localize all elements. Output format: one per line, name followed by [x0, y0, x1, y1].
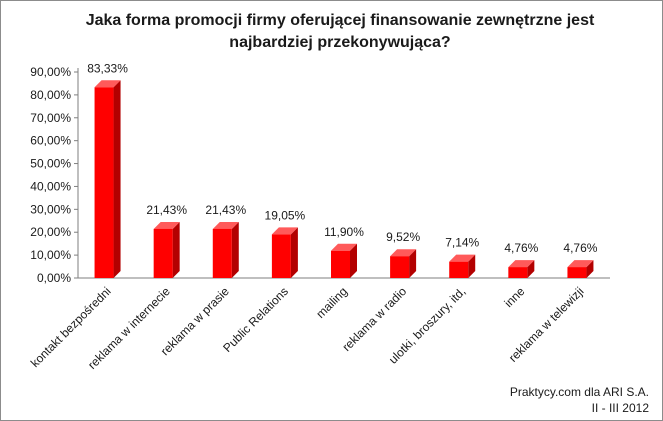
y-tick-label: 0,00% [37, 271, 71, 285]
y-tick-label: 30,00% [30, 202, 71, 216]
bar-side [113, 80, 121, 278]
source-note: Praktycy.com dla ARI S.A. II - III 2012 [510, 384, 649, 416]
bar-top [508, 260, 535, 268]
source-line-1: Praktycy.com dla ARI S.A. [509, 385, 649, 399]
bar [508, 267, 528, 278]
bar [567, 267, 587, 278]
bar-top [271, 227, 298, 235]
bar-top [567, 260, 594, 268]
data-label: 4,76% [504, 241, 538, 255]
bar-side [290, 227, 298, 278]
data-label: 9,52% [386, 230, 420, 244]
bar-top [331, 243, 357, 251]
bar [331, 250, 350, 278]
y-tick-label: 80,00% [30, 88, 71, 102]
data-label: 11,90% [324, 225, 364, 239]
data-label: 4,76% [563, 241, 597, 255]
bar [212, 228, 232, 278]
bar-side [409, 249, 417, 278]
source-line-2: II - III 2012 [591, 401, 649, 415]
bar-side [527, 260, 535, 278]
data-label: 21,43% [205, 203, 246, 217]
y-tick-label: 10,00% [30, 248, 71, 262]
bar [449, 261, 469, 278]
y-tick-label: 90,00% [30, 65, 71, 79]
bar [271, 234, 291, 278]
category-label: inne [502, 284, 528, 310]
bar-side [231, 221, 239, 278]
bar [94, 87, 114, 278]
bar-side [586, 260, 594, 278]
y-tick-label: 50,00% [30, 157, 71, 171]
bar-top [153, 221, 180, 229]
y-tick-label: 20,00% [30, 225, 71, 239]
bar-top [94, 80, 121, 88]
bar-side [350, 243, 357, 278]
data-label: 7,14% [445, 236, 479, 250]
bar-top [390, 249, 417, 257]
chart-title-line-1: Jaka forma promocji firmy oferującej fin… [85, 12, 595, 29]
chart-title: Jaka forma promocji firmy oferującej fin… [60, 10, 620, 54]
data-label: 83,33% [87, 61, 128, 75]
bar [390, 256, 410, 278]
bar-top [449, 254, 476, 262]
data-label: 19,05% [265, 208, 306, 222]
y-tick-label: 60,00% [30, 134, 71, 148]
bar-side [172, 221, 180, 278]
bar-top [212, 221, 239, 229]
bar-side [468, 254, 476, 278]
y-tick-label: 70,00% [30, 111, 71, 125]
category-label: mailing [313, 284, 350, 321]
data-label: 21,43% [146, 203, 187, 217]
chart-title-line-2: najbardziej przekonywująca? [229, 34, 451, 51]
bar [153, 228, 173, 278]
y-tick-label: 40,00% [30, 179, 71, 193]
